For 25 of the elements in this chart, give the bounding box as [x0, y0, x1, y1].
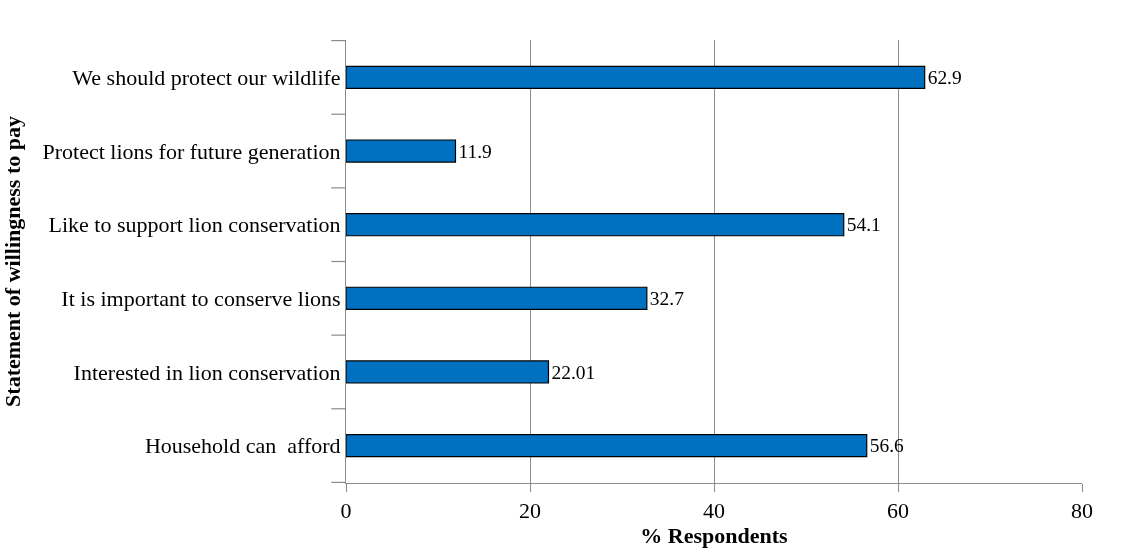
- y-tick-label: Interested in lion conservation: [73, 359, 341, 385]
- bar: [346, 433, 868, 458]
- data-label: 22.01: [551, 361, 596, 383]
- data-label: 54.1: [846, 214, 881, 236]
- x-tick-label: 20: [519, 498, 541, 524]
- data-label: 56.6: [869, 435, 905, 457]
- x-tick-label: 80: [1071, 498, 1093, 524]
- bar: [346, 360, 550, 384]
- bar: [346, 139, 457, 163]
- x-tick-label: 0: [340, 498, 352, 524]
- x-tick-label: 60: [887, 498, 909, 524]
- bar: [346, 286, 648, 310]
- bar: [346, 213, 845, 237]
- data-label: 11.9: [458, 140, 492, 162]
- y-tick-label: Like to support lion conservation: [48, 212, 341, 238]
- x-tick-label: 40: [703, 498, 725, 524]
- y-axis-title: Statement of willingness to pay: [0, 116, 26, 407]
- y-tick-label: We should protect our wildlife: [72, 65, 341, 91]
- y-tick-label: It is important to conserve lions: [61, 286, 341, 312]
- data-label: 62.9: [927, 67, 962, 89]
- y-tick-label: Household can afford: [144, 433, 341, 459]
- bar: [346, 65, 926, 90]
- x-axis-title: % Respondents: [640, 523, 789, 549]
- data-label: 32.7: [649, 287, 685, 309]
- y-tick-label: Protect lions for future generation: [42, 138, 341, 164]
